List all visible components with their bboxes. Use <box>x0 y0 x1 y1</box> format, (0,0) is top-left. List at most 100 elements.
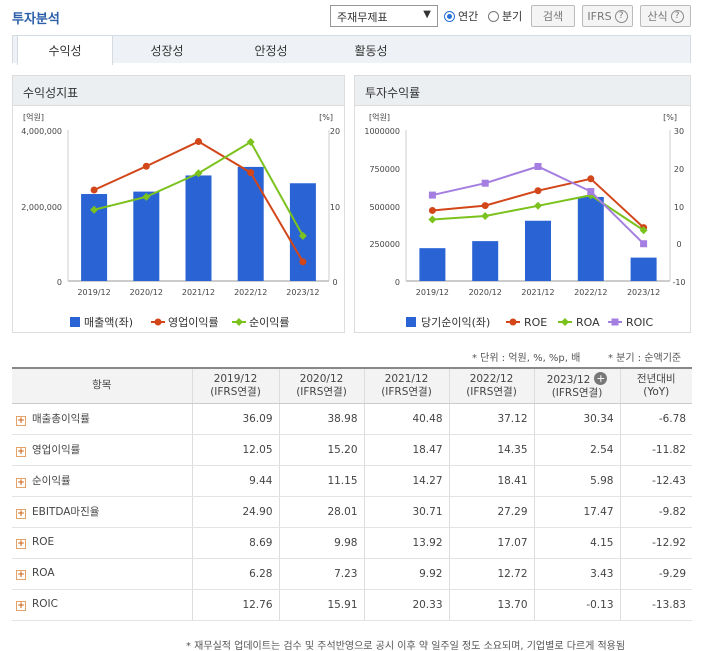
tab-profitability[interactable]: 수익성 <box>17 35 113 65</box>
x-tick-label: 2023/12 <box>627 288 660 297</box>
header-period: 2020/12 (IFRS연결) <box>278 367 364 404</box>
annual-radio[interactable]: 연간 <box>444 8 478 24</box>
cell-value: 17.47 <box>533 496 620 528</box>
series-point <box>428 215 437 224</box>
header-yoy: 전년대비 (YoY) <box>619 367 692 404</box>
cell-yoy: -11.82 <box>619 434 692 466</box>
cell-value: 30.34 <box>533 403 620 435</box>
left-unit-label: [억원] <box>23 112 44 122</box>
cell-value: 15.20 <box>278 434 364 466</box>
expand-icon[interactable]: + <box>16 416 26 426</box>
tab-bar: 수익성 성장성 안정성 활동성 <box>12 35 691 65</box>
x-tick-label: 2019/12 <box>77 288 110 297</box>
table-row: + 매출총이익률 36.09 38.98 40.48 37.12 30.34 -6.78 <box>12 403 692 435</box>
row-label[interactable]: + 매출총이익률 <box>12 403 192 435</box>
cell-value: 3.43 <box>533 558 620 590</box>
add-column-icon[interactable]: + <box>594 371 608 385</box>
legend-marker <box>509 318 517 326</box>
return-chart: [억원] [%] 1000000 750000 500000 250000 0 … <box>364 112 685 329</box>
row-label[interactable]: + ROE <box>12 527 192 559</box>
cell-yoy: -9.82 <box>619 496 692 528</box>
series-point <box>194 169 203 178</box>
expand-icon[interactable]: + <box>16 570 26 580</box>
cell-value: 37.12 <box>448 403 534 435</box>
tab-growth[interactable]: 성장성 <box>150 43 184 58</box>
table-row: + 순이익률 9.44 11.15 14.27 18.41 5.98 -12.43 <box>12 465 692 497</box>
help-icon: ? <box>614 9 628 23</box>
header-item: 항목 <box>12 367 192 404</box>
y-right-tick: 0 <box>676 240 681 249</box>
cell-value: 12.05 <box>191 434 279 466</box>
cell-value: 38.98 <box>278 403 364 435</box>
row-label[interactable]: + ROIC <box>12 589 192 621</box>
expand-icon[interactable]: + <box>16 539 26 549</box>
x-tick-label: 2021/12 <box>182 288 215 297</box>
ifrs-help-button[interactable]: IFRS ? <box>582 5 633 27</box>
bar-mark <box>630 257 657 281</box>
expand-icon[interactable]: + <box>16 509 26 519</box>
x-tick-label: 2019/12 <box>416 288 449 297</box>
legend-label: 매출액(좌) <box>84 316 133 329</box>
bar-mark <box>472 241 499 281</box>
cell-value: 20.33 <box>363 589 449 621</box>
series-point <box>299 258 307 266</box>
legend-marker <box>561 318 569 326</box>
y-left-tick: 0 <box>395 278 400 287</box>
legend-swatch-bar <box>70 317 80 327</box>
header-period: 2022/12 (IFRS연결) <box>448 367 534 404</box>
y-right-tick: 20 <box>330 127 340 136</box>
series-point <box>142 162 150 170</box>
y-right-tick: -10 <box>672 278 685 287</box>
row-label[interactable]: + EBITDA마진율 <box>12 496 192 528</box>
y-right-tick: 20 <box>674 165 684 174</box>
row-label[interactable]: + 순이익률 <box>12 465 192 497</box>
series-point <box>246 138 255 147</box>
expand-icon[interactable]: + <box>16 601 26 611</box>
annual-radio-label: 연간 <box>458 10 479 23</box>
cell-value: 13.70 <box>448 589 534 621</box>
cell-yoy: -9.29 <box>619 558 692 590</box>
tab-stability[interactable]: 안정성 <box>254 43 288 58</box>
plot-area: 2019/12 2020/12 2021/12 2022/12 2023/12 <box>405 130 671 297</box>
series-point <box>640 240 648 248</box>
cell-value: 28.01 <box>278 496 364 528</box>
cell-value: 9.44 <box>191 465 279 497</box>
profitability-table: 항목 2019/12 (IFRS연결) 2020/12 (IFRS연결) 2021/… <box>12 367 692 621</box>
series-point <box>587 188 595 196</box>
search-button[interactable]: 검색 <box>531 5 575 27</box>
cell-value: 12.76 <box>191 589 279 621</box>
cell-value: 12.72 <box>448 558 534 590</box>
plot-area: 2019/12 2020/12 2021/12 2022/12 2023/12 <box>67 130 330 297</box>
legend-label: 당기순이익(좌) <box>421 316 490 329</box>
expand-icon[interactable]: + <box>16 478 26 488</box>
tab-activity[interactable]: 활동성 <box>354 43 388 58</box>
row-label[interactable]: + 영업이익률 <box>12 434 192 466</box>
legend-marker <box>235 318 243 326</box>
cell-value: -0.13 <box>533 589 620 621</box>
unit-note: * 단위 : 억원, %, %p, 배 <box>472 353 581 364</box>
series-point <box>428 191 436 199</box>
radio-selected-icon <box>444 10 455 22</box>
header-period: 2019/12 (IFRS연결) <box>191 367 279 404</box>
y-left-tick: 1000000 <box>364 127 400 136</box>
series-point <box>639 226 648 235</box>
table-row: + ROA 6.28 7.23 9.92 12.72 3.43 -9.29 <box>12 558 692 590</box>
expand-icon[interactable]: + <box>16 447 26 457</box>
legend-label: 순이익률 <box>249 316 289 329</box>
table-row: + ROE 8.69 9.98 13.92 17.07 4.15 -12.92 <box>12 527 692 559</box>
row-label[interactable]: + ROA <box>12 558 192 590</box>
statement-select[interactable]: 주재무제표 ▼ <box>330 5 438 27</box>
profitability-chart: [억원] [%] 4,000,000 2,000,000 0 20 10 0 2… <box>21 112 340 329</box>
cell-value: 30.71 <box>363 496 449 528</box>
legend-label: ROE <box>524 316 547 329</box>
series-point <box>481 211 490 220</box>
page-title: 투자분석 <box>12 12 60 27</box>
series-point <box>481 179 489 187</box>
formula-help-button[interactable]: 산식 ? <box>640 5 691 27</box>
bar-mark <box>525 220 551 281</box>
series-point <box>195 138 202 146</box>
quarter-radio[interactable]: 분기 <box>488 8 522 24</box>
cell-value: 2.54 <box>533 434 620 466</box>
y-right-tick: 0 <box>332 278 337 287</box>
statement-select-value: 주재무제표 <box>337 11 388 24</box>
